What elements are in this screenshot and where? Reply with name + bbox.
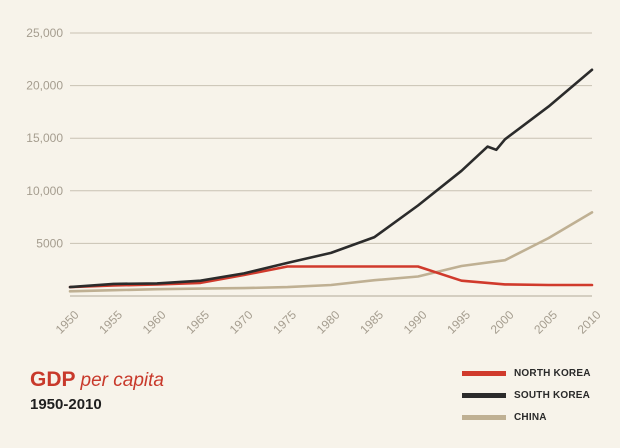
legend-label-north-korea: NORTH KOREA	[514, 367, 591, 379]
grid	[70, 32, 592, 244]
y-tick-label-5000: 5000	[36, 236, 63, 250]
legend: NORTH KOREA SOUTH KOREA CHINA	[462, 362, 591, 428]
x-tick-label-2005: 2005	[531, 308, 560, 337]
x-tick-label-1980: 1980	[314, 308, 343, 337]
chart-title-main: GDP	[30, 368, 76, 391]
x-tick-label-1955: 1955	[96, 308, 125, 337]
x-tick-label-1965: 1965	[183, 308, 212, 337]
x-tick-label-1960: 1960	[140, 308, 169, 337]
legend-label-south-korea: SOUTH KOREA	[514, 389, 591, 401]
x-tick-label-1985: 1985	[357, 308, 386, 337]
x-tick-label-1975: 1975	[270, 308, 299, 337]
legend-swatch-china	[462, 414, 506, 420]
x-tick-label-1995: 1995	[444, 308, 473, 337]
series-line-china	[68, 211, 594, 293]
y-tick-label-20000: 20,000	[26, 79, 63, 93]
chart-title-suffix: per capita	[80, 370, 164, 391]
x-tick-label-2010: 2010	[575, 308, 604, 337]
chart-title-block: GDP per capita 1950-2010	[30, 368, 164, 413]
series-lines	[68, 68, 594, 293]
legend-item-north-korea: NORTH KOREA	[462, 362, 591, 384]
y-tick-label-25000: 25,000	[26, 26, 63, 40]
y-tick-label-10000: 10,000	[26, 184, 63, 198]
legend-swatch-south-korea	[462, 392, 506, 398]
x-tick-label-2000: 2000	[488, 308, 517, 337]
legend-item-south-korea: SOUTH KOREA	[462, 384, 591, 406]
y-axis-tick-labels: 5000 10,000 15,000 20,000 25,000	[26, 26, 63, 250]
chart-title: GDP per capita	[30, 368, 164, 392]
legend-swatch-north-korea	[462, 370, 506, 376]
chart-subtitle: 1950-2010	[30, 396, 102, 413]
legend-item-china: CHINA	[462, 406, 591, 428]
series-line-south-korea	[68, 68, 594, 289]
x-tick-label-1990: 1990	[401, 308, 430, 337]
x-axis-tick-labels: 1950 1955 1960 1965 1970 1975 1980 1985 1990 1995…	[53, 308, 604, 337]
x-tick-label-1970: 1970	[227, 308, 256, 337]
x-tick-label-1950: 1950	[53, 308, 82, 337]
y-tick-label-15000: 15,000	[26, 131, 63, 145]
legend-label-china: CHINA	[514, 411, 547, 423]
